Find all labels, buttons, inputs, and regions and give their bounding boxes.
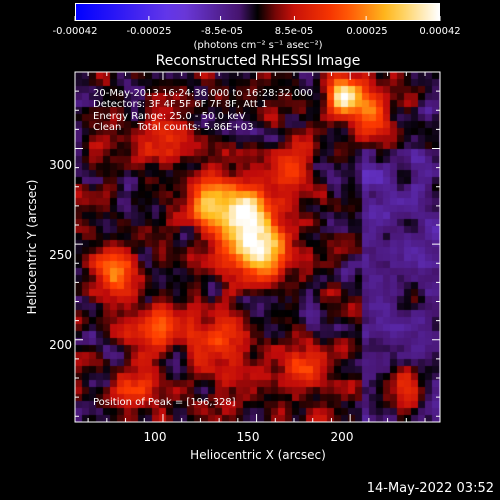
x-tick-label: 200 xyxy=(330,430,354,444)
annotation-time-range: 20-May-2013 16:24:36.000 to 16:28:32.000 xyxy=(93,88,313,99)
y-axis-label: Heliocentric Y (arcsec) xyxy=(25,179,39,315)
colorbar xyxy=(75,3,440,21)
x-tick-label: 100 xyxy=(143,430,167,444)
colorbar-tick: 0.00042 xyxy=(419,26,461,37)
annotation-total-counts: Clean Total counts: 5.86E+03 xyxy=(93,122,254,133)
colorbar-unit-label: (photons cm⁻² s⁻¹ asec⁻²) xyxy=(193,40,323,51)
heatmap-image xyxy=(75,72,440,422)
x-tick-label: 150 xyxy=(236,430,260,444)
y-tick-label: 200 xyxy=(49,338,72,352)
y-tick-label: 300 xyxy=(49,158,72,172)
colorbar-tick: -8.5e-05 xyxy=(201,26,243,37)
annotation-peak-position: Position of Peak = [196,328] xyxy=(93,397,236,408)
annotation-energy-range: Energy Range: 25.0 - 50.0 keV xyxy=(93,111,246,122)
colorbar-tick: 8.5e-05 xyxy=(274,26,314,37)
plot-frame xyxy=(74,71,441,423)
annotation-detectors: Detectors: 3F 4F 5F 6F 7F 8F, Att 1 xyxy=(93,99,268,110)
colorbar-tick: -0.00042 xyxy=(52,26,98,37)
colorbar-tick: 0.00025 xyxy=(346,26,388,37)
chart-title: Reconstructed RHESSI Image xyxy=(155,53,361,69)
date-stamp: 14-May-2022 03:52 xyxy=(366,481,494,496)
colorbar-tick: -0.00025 xyxy=(126,26,172,37)
x-axis-label: Heliocentric X (arcsec) xyxy=(190,448,326,462)
y-tick-label: 250 xyxy=(49,248,72,262)
